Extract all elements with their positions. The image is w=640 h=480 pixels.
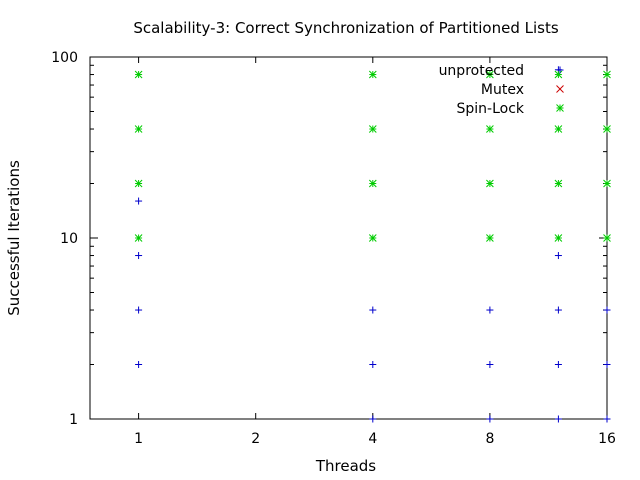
data-point-unprotected bbox=[135, 306, 143, 314]
legend-marker-mutex bbox=[556, 85, 564, 93]
data-point-spin-lock bbox=[486, 179, 494, 188]
data-point-unprotected bbox=[603, 361, 611, 369]
data-point-unprotected bbox=[554, 415, 562, 423]
data-point-unprotected bbox=[135, 197, 143, 205]
data-point-spin-lock bbox=[554, 70, 563, 79]
data-point-unprotected bbox=[554, 306, 562, 314]
data-point-spin-lock bbox=[134, 70, 143, 79]
y-axis-label: Successful Iterations bbox=[5, 160, 23, 316]
legend-label-spin-lock: Spin-Lock bbox=[456, 101, 524, 117]
data-point-unprotected bbox=[486, 361, 494, 369]
y-tick-label: 1 bbox=[69, 412, 78, 428]
data-point-spin-lock bbox=[134, 179, 143, 188]
data-point-unprotected bbox=[135, 361, 143, 369]
x-axis-label: Threads bbox=[315, 457, 376, 475]
data-point-spin-lock bbox=[486, 70, 494, 79]
y-tick-label: 100 bbox=[51, 50, 78, 66]
data-point-spin-lock bbox=[368, 179, 377, 188]
data-point-unprotected bbox=[135, 252, 143, 260]
data-point-unprotected bbox=[486, 415, 494, 423]
data-point-unprotected bbox=[369, 306, 377, 314]
y-tick-label: 10 bbox=[60, 231, 78, 247]
data-point-spin-lock bbox=[554, 125, 563, 133]
data-point-spin-lock bbox=[486, 234, 494, 242]
data-point-unprotected bbox=[603, 306, 611, 314]
data-point-spin-lock bbox=[554, 179, 563, 188]
data-point-unprotected bbox=[369, 415, 377, 423]
legend-marker-spin-lock bbox=[556, 104, 564, 112]
data-point-spin-lock bbox=[486, 125, 494, 133]
axes-layer: 1 2 4 8 16 1 10 100 bbox=[51, 50, 616, 447]
legend: unprotected Mutex Spin-Lock bbox=[439, 63, 564, 117]
data-point-spin-lock bbox=[368, 234, 377, 242]
data-point-spin-lock bbox=[134, 234, 143, 242]
x-tick-label: 8 bbox=[485, 431, 494, 447]
data-point-spin-lock bbox=[603, 70, 611, 79]
data-point-spin-lock bbox=[368, 125, 377, 133]
data-point-spin-lock bbox=[554, 234, 563, 242]
data-point-unprotected bbox=[369, 361, 377, 369]
plot-frame bbox=[89, 56, 608, 420]
data-point-spin-lock bbox=[134, 125, 143, 133]
legend-marker-unprotected bbox=[556, 66, 564, 74]
data-point-unprotected bbox=[486, 306, 494, 314]
legend-label-unprotected: unprotected bbox=[439, 63, 524, 79]
data-point-spin-lock bbox=[603, 179, 611, 188]
data-point-unprotected bbox=[603, 415, 611, 423]
x-tick-label: 4 bbox=[368, 431, 377, 447]
data-point-spin-lock bbox=[368, 70, 377, 79]
data-point-spin-lock bbox=[603, 234, 611, 242]
x-tick-label: 1 bbox=[134, 431, 143, 447]
data-point-unprotected bbox=[554, 252, 562, 260]
data-point-unprotected bbox=[554, 361, 562, 369]
points-layer bbox=[134, 66, 611, 423]
chart-title: Scalability-3: Correct Synchronization o… bbox=[133, 19, 559, 37]
data-point-spin-lock bbox=[603, 125, 611, 133]
x-tick-label: 2 bbox=[251, 431, 260, 447]
legend-label-mutex: Mutex bbox=[481, 82, 524, 98]
x-tick-label: 16 bbox=[598, 431, 616, 447]
